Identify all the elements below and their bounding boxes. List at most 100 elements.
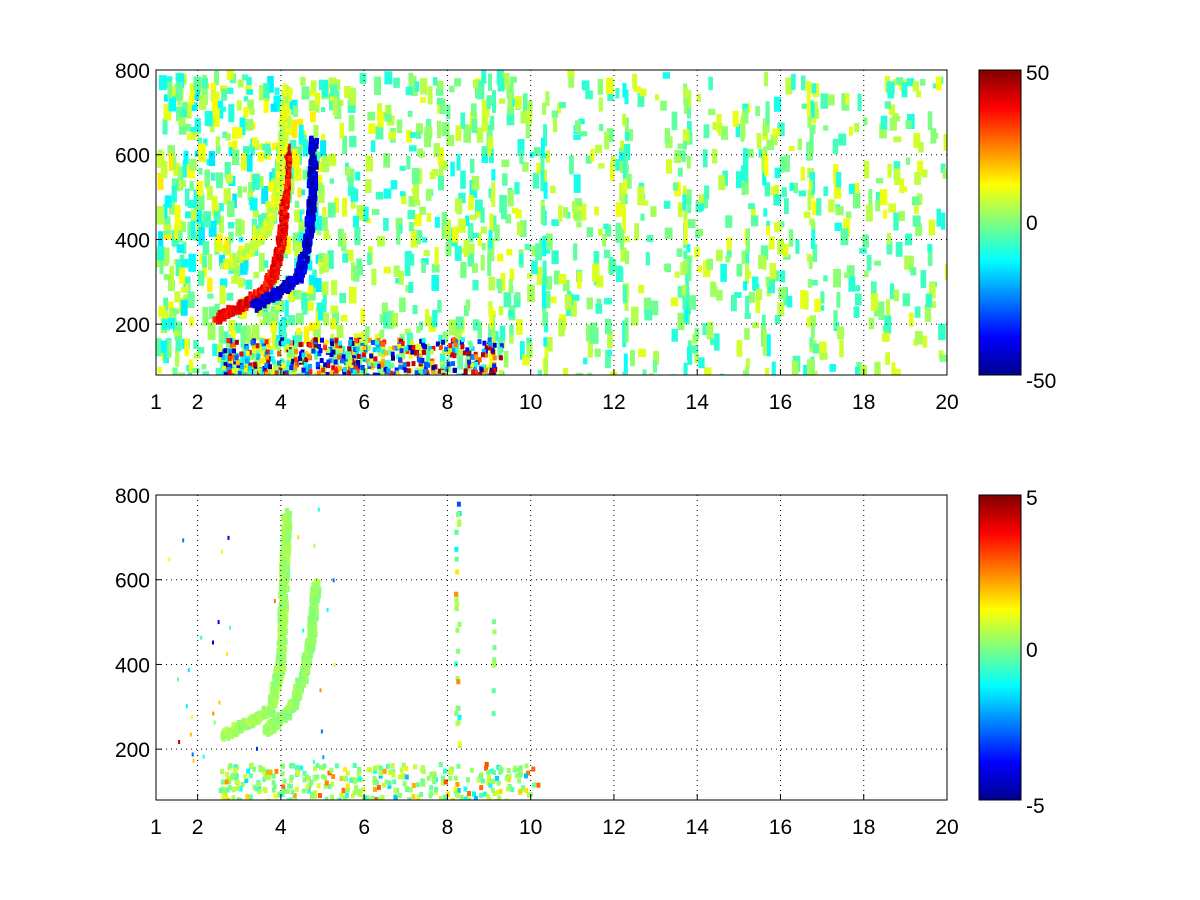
heatmap-cell xyxy=(239,117,246,136)
heatmap-cell xyxy=(201,364,207,370)
heatmap-cell xyxy=(286,338,291,344)
heatmap-cell xyxy=(791,360,799,375)
heatmap-cell xyxy=(275,269,279,276)
heatmap-cell xyxy=(234,355,239,361)
heatmap-cell xyxy=(394,270,401,276)
x-tick-label: 18 xyxy=(852,391,875,414)
heatmap-cell xyxy=(703,124,710,139)
heatmap-cell xyxy=(285,93,290,100)
heatmap-cell xyxy=(313,790,318,796)
heatmap-cell xyxy=(220,278,228,288)
heatmap-cell xyxy=(308,619,313,626)
heatmap-cell xyxy=(408,353,413,359)
heatmap-cell xyxy=(282,665,287,672)
heatmap-cell xyxy=(187,133,192,140)
heatmap-cell xyxy=(274,202,279,209)
heatmap-cell xyxy=(395,217,403,230)
heatmap-cell xyxy=(265,354,270,360)
heatmap-cell xyxy=(854,182,860,194)
heatmap-cell xyxy=(356,364,361,370)
heatmap-cell xyxy=(765,368,769,375)
heatmap-cell xyxy=(231,368,236,374)
heatmap-cell xyxy=(310,111,316,123)
heatmap-cell xyxy=(355,368,360,374)
heatmap-cell xyxy=(246,76,252,86)
heatmap-cell xyxy=(207,322,216,341)
heatmap-cell xyxy=(406,129,413,143)
heatmap-cell xyxy=(295,362,299,368)
heatmap-cell xyxy=(277,231,282,238)
heatmap-cell xyxy=(308,143,313,150)
heatmap-cell xyxy=(458,192,466,204)
heatmap-cell xyxy=(375,191,384,200)
heatmap-cell xyxy=(162,118,168,135)
heatmap-cell xyxy=(175,348,180,367)
heatmap-cell xyxy=(519,150,524,164)
heatmap-cell xyxy=(323,312,330,326)
heatmap-cell xyxy=(585,90,593,100)
heatmap-cell xyxy=(353,365,358,371)
heatmap-cell xyxy=(401,762,406,768)
heatmap-cell xyxy=(297,535,300,540)
heatmap-cell xyxy=(169,265,175,281)
heatmap-cell xyxy=(261,186,269,205)
heatmap-cell xyxy=(542,240,547,257)
heatmap-cell xyxy=(162,204,168,219)
heatmap-cell xyxy=(473,369,478,375)
heatmap-cell xyxy=(271,787,276,793)
heatmap-cell xyxy=(451,348,456,354)
heatmap-cell xyxy=(725,215,733,228)
heatmap-cell xyxy=(192,758,195,763)
heatmap-cell xyxy=(379,314,386,324)
colorbar-tick-min: -50 xyxy=(1026,370,1056,393)
heatmap-cell xyxy=(185,298,191,307)
heatmap-cell xyxy=(214,108,220,127)
heatmap-cell xyxy=(312,156,317,162)
heatmap-cell xyxy=(372,372,377,375)
heatmap-cell xyxy=(295,677,300,684)
heatmap-cell xyxy=(726,237,732,251)
heatmap-cell xyxy=(185,704,188,709)
heatmap-cell xyxy=(196,210,202,224)
heatmap-cell xyxy=(426,775,431,781)
heatmap-cell xyxy=(481,70,487,84)
heatmap-cell xyxy=(202,241,210,256)
heatmap-cell xyxy=(467,363,472,369)
heatmap-cell xyxy=(535,243,542,261)
heatmap-cell xyxy=(785,77,793,95)
heatmap-cell xyxy=(381,345,386,351)
heatmap-cell xyxy=(257,363,262,368)
heatmap-cell xyxy=(235,322,242,334)
heatmap-cell xyxy=(429,771,434,777)
heatmap-cell xyxy=(362,352,367,358)
heatmap-cell xyxy=(374,76,381,95)
heatmap-cell xyxy=(710,338,715,346)
heatmap-cell xyxy=(362,345,367,351)
heatmap-cell xyxy=(280,185,285,191)
heatmap-cell xyxy=(471,369,476,375)
heatmap-cell xyxy=(683,103,689,114)
heatmap-cell xyxy=(315,138,319,144)
heatmap-cell xyxy=(774,167,781,179)
heatmap-cell xyxy=(231,373,236,375)
heatmap-cell xyxy=(330,318,337,330)
heatmap-cell xyxy=(163,94,168,102)
heatmap-cell xyxy=(938,323,946,341)
heatmap-cell xyxy=(486,97,491,109)
heatmap-cell xyxy=(376,796,381,800)
heatmap-cell xyxy=(525,123,531,139)
heatmap-cell xyxy=(322,206,327,216)
heatmap-cell xyxy=(811,116,817,124)
heatmap-cell xyxy=(342,197,348,217)
heatmap-cell xyxy=(482,340,487,346)
heatmap-cell xyxy=(921,169,928,178)
heatmap-cell xyxy=(263,281,268,287)
heatmap-cell xyxy=(517,139,525,156)
heatmap-cell xyxy=(268,369,276,375)
heatmap-cell xyxy=(544,356,548,375)
heatmap-cell xyxy=(390,351,395,357)
heatmap-cell xyxy=(552,118,558,133)
heatmap-cell xyxy=(489,119,494,129)
heatmap-cell xyxy=(214,71,220,86)
heatmap-cell xyxy=(347,359,352,365)
